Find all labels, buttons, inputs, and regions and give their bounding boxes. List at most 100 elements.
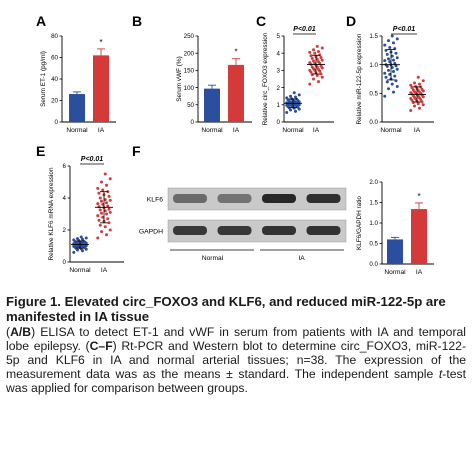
blot-strip-klf6	[167, 187, 347, 211]
data-point	[72, 238, 76, 242]
panel-b: B 0 50 100 150 200 250 Serum vWF (%) Normal IA *	[132, 13, 252, 134]
x-category-label: Normal	[380, 127, 402, 134]
y-axis-label: Serum vWF (%)	[176, 56, 183, 101]
data-point	[76, 237, 79, 241]
y-tick-label: 40	[51, 76, 58, 83]
data-point	[97, 205, 101, 209]
data-point	[320, 58, 324, 62]
data-point	[418, 82, 421, 86]
data-point	[105, 212, 108, 216]
data-point	[390, 82, 394, 86]
panel-c: C 0 1 2 3 4 5 Relative circ_FOXO3 expression Nor…	[256, 13, 334, 134]
y-tick-label: 2	[63, 227, 67, 234]
data-point	[289, 94, 292, 98]
data-point	[310, 56, 314, 60]
data-point	[107, 194, 111, 198]
panel-f: F 0.0 0.5 1.0 1.5 2.0 KLF6/GAPDH ratio Normal IA…	[132, 143, 434, 276]
data-point	[392, 70, 395, 74]
y-tick-label: 3	[277, 68, 281, 75]
y-tick-label: 4	[63, 195, 67, 202]
data-point	[421, 103, 425, 107]
blot-group-label: IA	[298, 255, 305, 262]
data-point	[285, 96, 289, 100]
data-point	[98, 196, 102, 200]
x-category-label: IA	[233, 127, 240, 134]
y-tick-label: 0	[277, 119, 281, 126]
panel-label-e: E	[36, 143, 45, 159]
x-category-label: IA	[98, 127, 105, 134]
data-point	[320, 46, 324, 50]
data-point	[107, 207, 111, 211]
x-category-label: IA	[101, 267, 108, 274]
data-point	[317, 68, 320, 72]
x-category-label: IA	[416, 269, 423, 276]
data-point	[79, 235, 83, 239]
western-blot: KLF6 GAPDH Normal IA	[139, 187, 347, 262]
data-point	[390, 54, 394, 58]
data-point	[320, 75, 324, 79]
significance-mark: *	[234, 48, 237, 57]
bar-ia	[93, 55, 109, 122]
data-point	[387, 39, 390, 43]
data-point	[387, 87, 390, 91]
data-point	[416, 75, 420, 79]
data-point	[315, 74, 319, 78]
data-point	[420, 100, 424, 104]
y-tick-label: 2.0	[369, 179, 378, 186]
data-point	[294, 109, 297, 113]
blot-group-label: Normal	[202, 255, 224, 262]
data-point	[394, 79, 398, 83]
blot-band	[306, 226, 341, 235]
data-point	[383, 94, 387, 98]
data-point	[100, 199, 103, 203]
panel-e: E 0 2 4 6 Relative KLF6 mRNA expression Normal…	[36, 143, 124, 274]
bar-ia	[411, 209, 427, 264]
y-tick-label: 6	[63, 163, 67, 170]
data-point	[100, 180, 103, 184]
data-point	[409, 96, 413, 100]
significance-label: P<0.01	[393, 26, 415, 33]
panel-a: A 0 20 40 60 80 Serum ET-1 (pg/ml) Normal IA *	[36, 13, 116, 134]
y-tick-label: 0.5	[369, 241, 378, 248]
data-point	[317, 60, 320, 64]
blot-strip-gapdh	[167, 219, 347, 243]
data-point	[395, 56, 399, 60]
data-point	[411, 88, 415, 92]
data-point	[98, 223, 102, 227]
data-point	[317, 80, 320, 84]
x-category-label: Normal	[201, 127, 223, 134]
data-point	[100, 230, 103, 234]
data-point	[308, 50, 312, 54]
y-axis-label: KLF6/GAPDH ratio	[356, 196, 363, 250]
y-tick-label: 0.5	[369, 91, 378, 98]
data-point	[416, 102, 420, 106]
y-tick-label: 100	[184, 85, 195, 92]
data-point	[413, 81, 416, 85]
data-point	[312, 77, 315, 81]
data-point	[312, 59, 315, 63]
x-category-label: Normal	[282, 127, 304, 134]
data-point	[96, 236, 100, 240]
data-point	[96, 214, 100, 218]
data-point	[315, 44, 319, 48]
data-point	[98, 208, 102, 212]
data-point	[319, 56, 323, 59]
data-point	[108, 228, 112, 232]
significance-mark: *	[417, 192, 420, 201]
bar-ia	[228, 64, 244, 122]
data-point	[105, 233, 108, 237]
data-point	[383, 71, 387, 75]
y-tick-label: 250	[184, 33, 195, 40]
data-point	[390, 66, 394, 70]
data-point	[410, 86, 414, 90]
data-point	[107, 221, 111, 225]
data-point	[395, 67, 399, 71]
data-point	[106, 217, 110, 221]
data-point	[108, 177, 112, 181]
data-point	[409, 91, 413, 95]
blot-band	[217, 226, 252, 235]
data-point	[395, 84, 399, 88]
data-point	[81, 237, 84, 241]
x-category-label: Normal	[69, 267, 91, 274]
data-point	[319, 64, 323, 68]
